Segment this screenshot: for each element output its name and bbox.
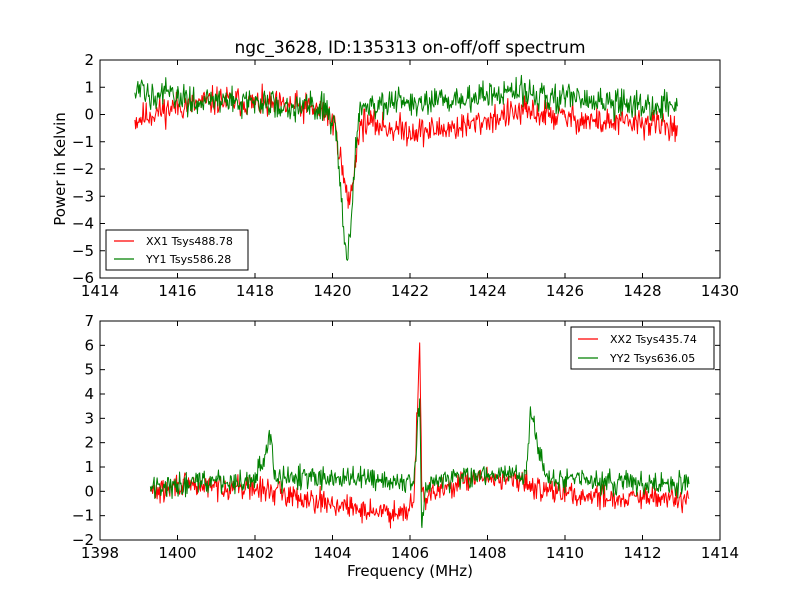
legend-label-xx2: XX2 Tsys435.74 [610, 333, 697, 346]
y-tick-label: 5 [84, 361, 94, 379]
x-tick-label: 1402 [236, 544, 274, 562]
x-tick-label: 1404 [313, 544, 351, 562]
x-tick-label: 1426 [546, 282, 584, 300]
y-tick-label: −5 [72, 242, 94, 260]
y-axis-label: Power in Kelvin [51, 112, 69, 226]
y-tick-label: −1 [72, 133, 94, 151]
legend-label-yy1: YY1 Tsys586.28 [145, 253, 231, 266]
bottom-legend-box [570, 326, 715, 370]
y-tick-label: 4 [84, 385, 94, 403]
y-tick-label: 3 [84, 409, 94, 427]
bottom-series-lines [149, 342, 690, 529]
x-tick-label: 1420 [313, 282, 351, 300]
y-tick-label: 0 [84, 482, 94, 500]
y-tick-label: −1 [72, 507, 94, 525]
y-tick-label: −2 [72, 531, 94, 549]
top-spectrum-panel: ngc_3628, ID:135313 on-off/off spectrum … [51, 38, 739, 300]
x-tick-label: 1410 [546, 544, 584, 562]
y-tick-label: 7 [84, 312, 94, 330]
y-tick-label: −6 [72, 269, 94, 287]
y-tick-label: 6 [84, 336, 94, 354]
y-tick-label: 1 [84, 458, 94, 476]
legend-label-yy2: YY2 Tsys636.05 [609, 352, 695, 365]
x-tick-label: 1412 [623, 544, 661, 562]
y-tick-label: −2 [72, 160, 94, 178]
bottom-spectrum-panel: Frequency (MHz) 1398 1400 1402 1404 1406 1408… [72, 312, 739, 580]
legend-label-xx1: XX1 Tsys488.78 [146, 235, 233, 248]
x-tick-label: 1406 [391, 544, 429, 562]
x-tick-label: 1398 [81, 544, 119, 562]
x-tick-label: 1408 [468, 544, 506, 562]
top-axis-ticks: 1414 1416 1418 1420 1422 1424 1426 1428 1430 −6 −5… [72, 51, 739, 300]
top-legend: XX1 Tsys488.78 YY1 Tsys586.28 [105, 229, 249, 271]
series-line-yy2 [149, 398, 690, 529]
series-line-yy1 [134, 74, 678, 261]
y-tick-label: 2 [84, 434, 94, 452]
y-tick-label: 2 [84, 51, 94, 69]
x-tick-label: 1416 [158, 282, 196, 300]
x-tick-label: 1428 [623, 282, 661, 300]
x-tick-label: 1422 [391, 282, 429, 300]
series-line-xx1 [134, 83, 678, 209]
x-tick-label: 1424 [468, 282, 506, 300]
x-tick-label: 1418 [236, 282, 274, 300]
y-tick-label: −3 [72, 187, 94, 205]
y-tick-label: 0 [84, 106, 94, 124]
y-tick-label: 1 [84, 78, 94, 96]
series-line-xx2 [149, 342, 690, 529]
top-series-lines [134, 74, 678, 261]
bottom-axis-ticks: 1398 1400 1402 1404 1406 1408 1410 1412 1414−2−1… [72, 312, 739, 562]
top-legend-box [105, 229, 249, 271]
x-tick-label: 1414 [81, 282, 119, 300]
x-tick-label: 1414 [701, 544, 739, 562]
x-tick-label: 1400 [158, 544, 196, 562]
bottom-legend: XX2 Tsys435.74 YY2 Tsys636.05 [570, 326, 715, 370]
y-tick-label: −4 [72, 215, 94, 233]
x-tick-label: 1430 [701, 282, 739, 300]
x-axis-label: Frequency (MHz) [347, 562, 473, 580]
chart-title: ngc_3628, ID:135313 on-off/off spectrum [234, 38, 585, 58]
